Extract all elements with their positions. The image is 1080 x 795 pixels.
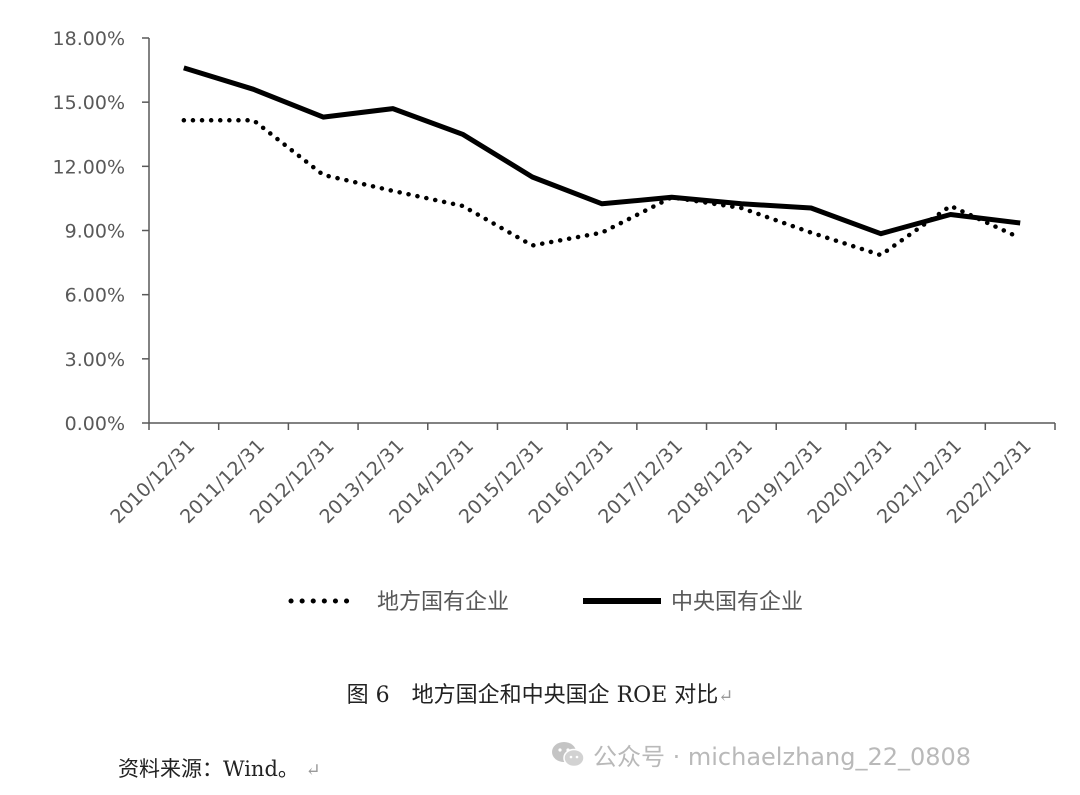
legend-label-central-soe: 中央国有企业	[671, 590, 803, 615]
figure-caption: 图 6 地方国企和中央国企 ROE 对比↵	[0, 677, 1080, 709]
wechat-icon	[551, 741, 585, 769]
caption-return-mark: ↵	[718, 686, 734, 707]
legend-label-local-soe: 地方国有企业	[377, 590, 509, 615]
caption-text: 图 6 地方国企和中央国企 ROE 对比	[346, 683, 719, 708]
y-tick-label: 12.00%	[53, 156, 125, 178]
series-line-local-soe	[181, 118, 1023, 258]
y-tick-label: 15.00%	[53, 92, 125, 114]
y-tick-label: 6.00%	[65, 285, 125, 307]
series-line-central-soe	[183, 65, 1021, 237]
y-tick-label: 18.00%	[53, 28, 125, 50]
y-tick-label: 0.00%	[65, 413, 125, 435]
source-note: 资料来源：Wind。 ↵	[118, 753, 321, 783]
series-lines	[181, 65, 1023, 258]
watermark: 公众号 · michaelzhang_22_0808	[551, 737, 971, 772]
source-text: 资料来源：Wind。	[118, 757, 299, 781]
y-tick-label: 9.00%	[65, 221, 125, 243]
legend: 地方国有企业 中央国有企业	[288, 590, 803, 615]
line-chart: 0.00% 3.00% 6.00% 9.00% 12.00% 15.00% 18.00% 2…	[53, 28, 1056, 615]
source-return-mark: ↵	[305, 760, 321, 781]
x-axis-ticks: 2010/12/312011/12/312012/12/312013/12/31…	[106, 423, 1056, 528]
y-tick-label: 3.00%	[65, 349, 125, 371]
y-axis-ticks: 0.00% 3.00% 6.00% 9.00% 12.00% 15.00% 18.00%	[53, 28, 149, 435]
watermark-text: 公众号 · michaelzhang_22_0808	[593, 743, 972, 771]
